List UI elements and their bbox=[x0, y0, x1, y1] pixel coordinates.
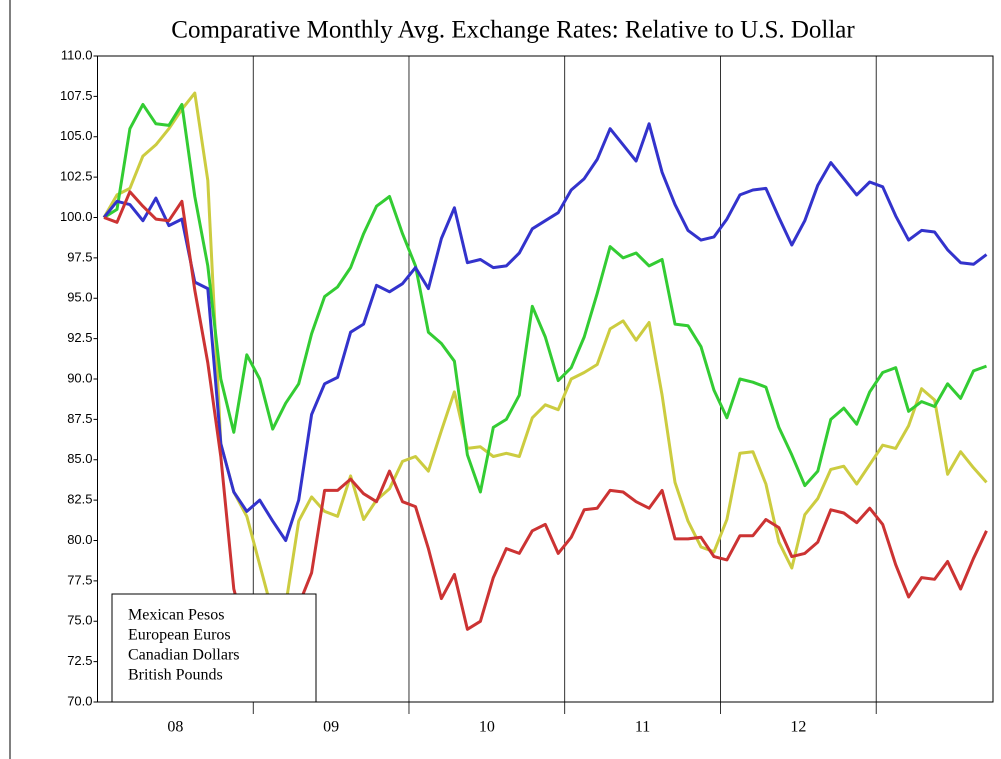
y-tick-label: 95.0 bbox=[67, 290, 92, 305]
series-line bbox=[102, 122, 988, 542]
y-tick-label: 75.0 bbox=[67, 613, 92, 628]
legend-label: British Pounds bbox=[128, 667, 223, 684]
y-tick-label: 105.0 bbox=[60, 128, 93, 143]
series-line bbox=[103, 190, 988, 664]
plot-area bbox=[97, 55, 994, 703]
y-tick-label: 102.5 bbox=[60, 169, 93, 184]
y-tick-label: 87.5 bbox=[67, 411, 92, 426]
y-tick-label: 70.0 bbox=[67, 693, 92, 708]
y-tick-label: 97.5 bbox=[67, 249, 92, 264]
legend-label: Canadian Dollars bbox=[128, 647, 240, 664]
y-tick-label: 77.5 bbox=[67, 572, 92, 587]
series-line bbox=[103, 102, 988, 494]
legend-label: Mexican Pesos bbox=[128, 607, 224, 624]
y-tick-label: 92.5 bbox=[67, 330, 92, 345]
series-line bbox=[102, 91, 988, 615]
x-tick-label: 08 bbox=[167, 719, 183, 736]
x-tick-label: 09 bbox=[323, 719, 339, 736]
y-tick-label: 90.0 bbox=[67, 370, 92, 385]
y-tick-label: 107.5 bbox=[60, 88, 93, 103]
chart-title: Comparative Monthly Avg. Exchange Rates:… bbox=[171, 17, 855, 44]
y-tick-label: 80.0 bbox=[67, 532, 92, 547]
y-tick-label: 85.0 bbox=[67, 451, 92, 466]
legend-label: European Euros bbox=[128, 627, 231, 644]
y-tick-label: 72.5 bbox=[67, 653, 92, 668]
x-tick-label: 10 bbox=[479, 719, 495, 736]
legend-box bbox=[111, 593, 317, 703]
y-tick-label: 100.0 bbox=[60, 209, 93, 224]
y-tick-label: 82.5 bbox=[67, 492, 92, 507]
y-tick-label: 110.0 bbox=[61, 47, 93, 62]
x-tick-label: 12 bbox=[790, 719, 806, 736]
x-tick-label: 11 bbox=[635, 719, 650, 736]
